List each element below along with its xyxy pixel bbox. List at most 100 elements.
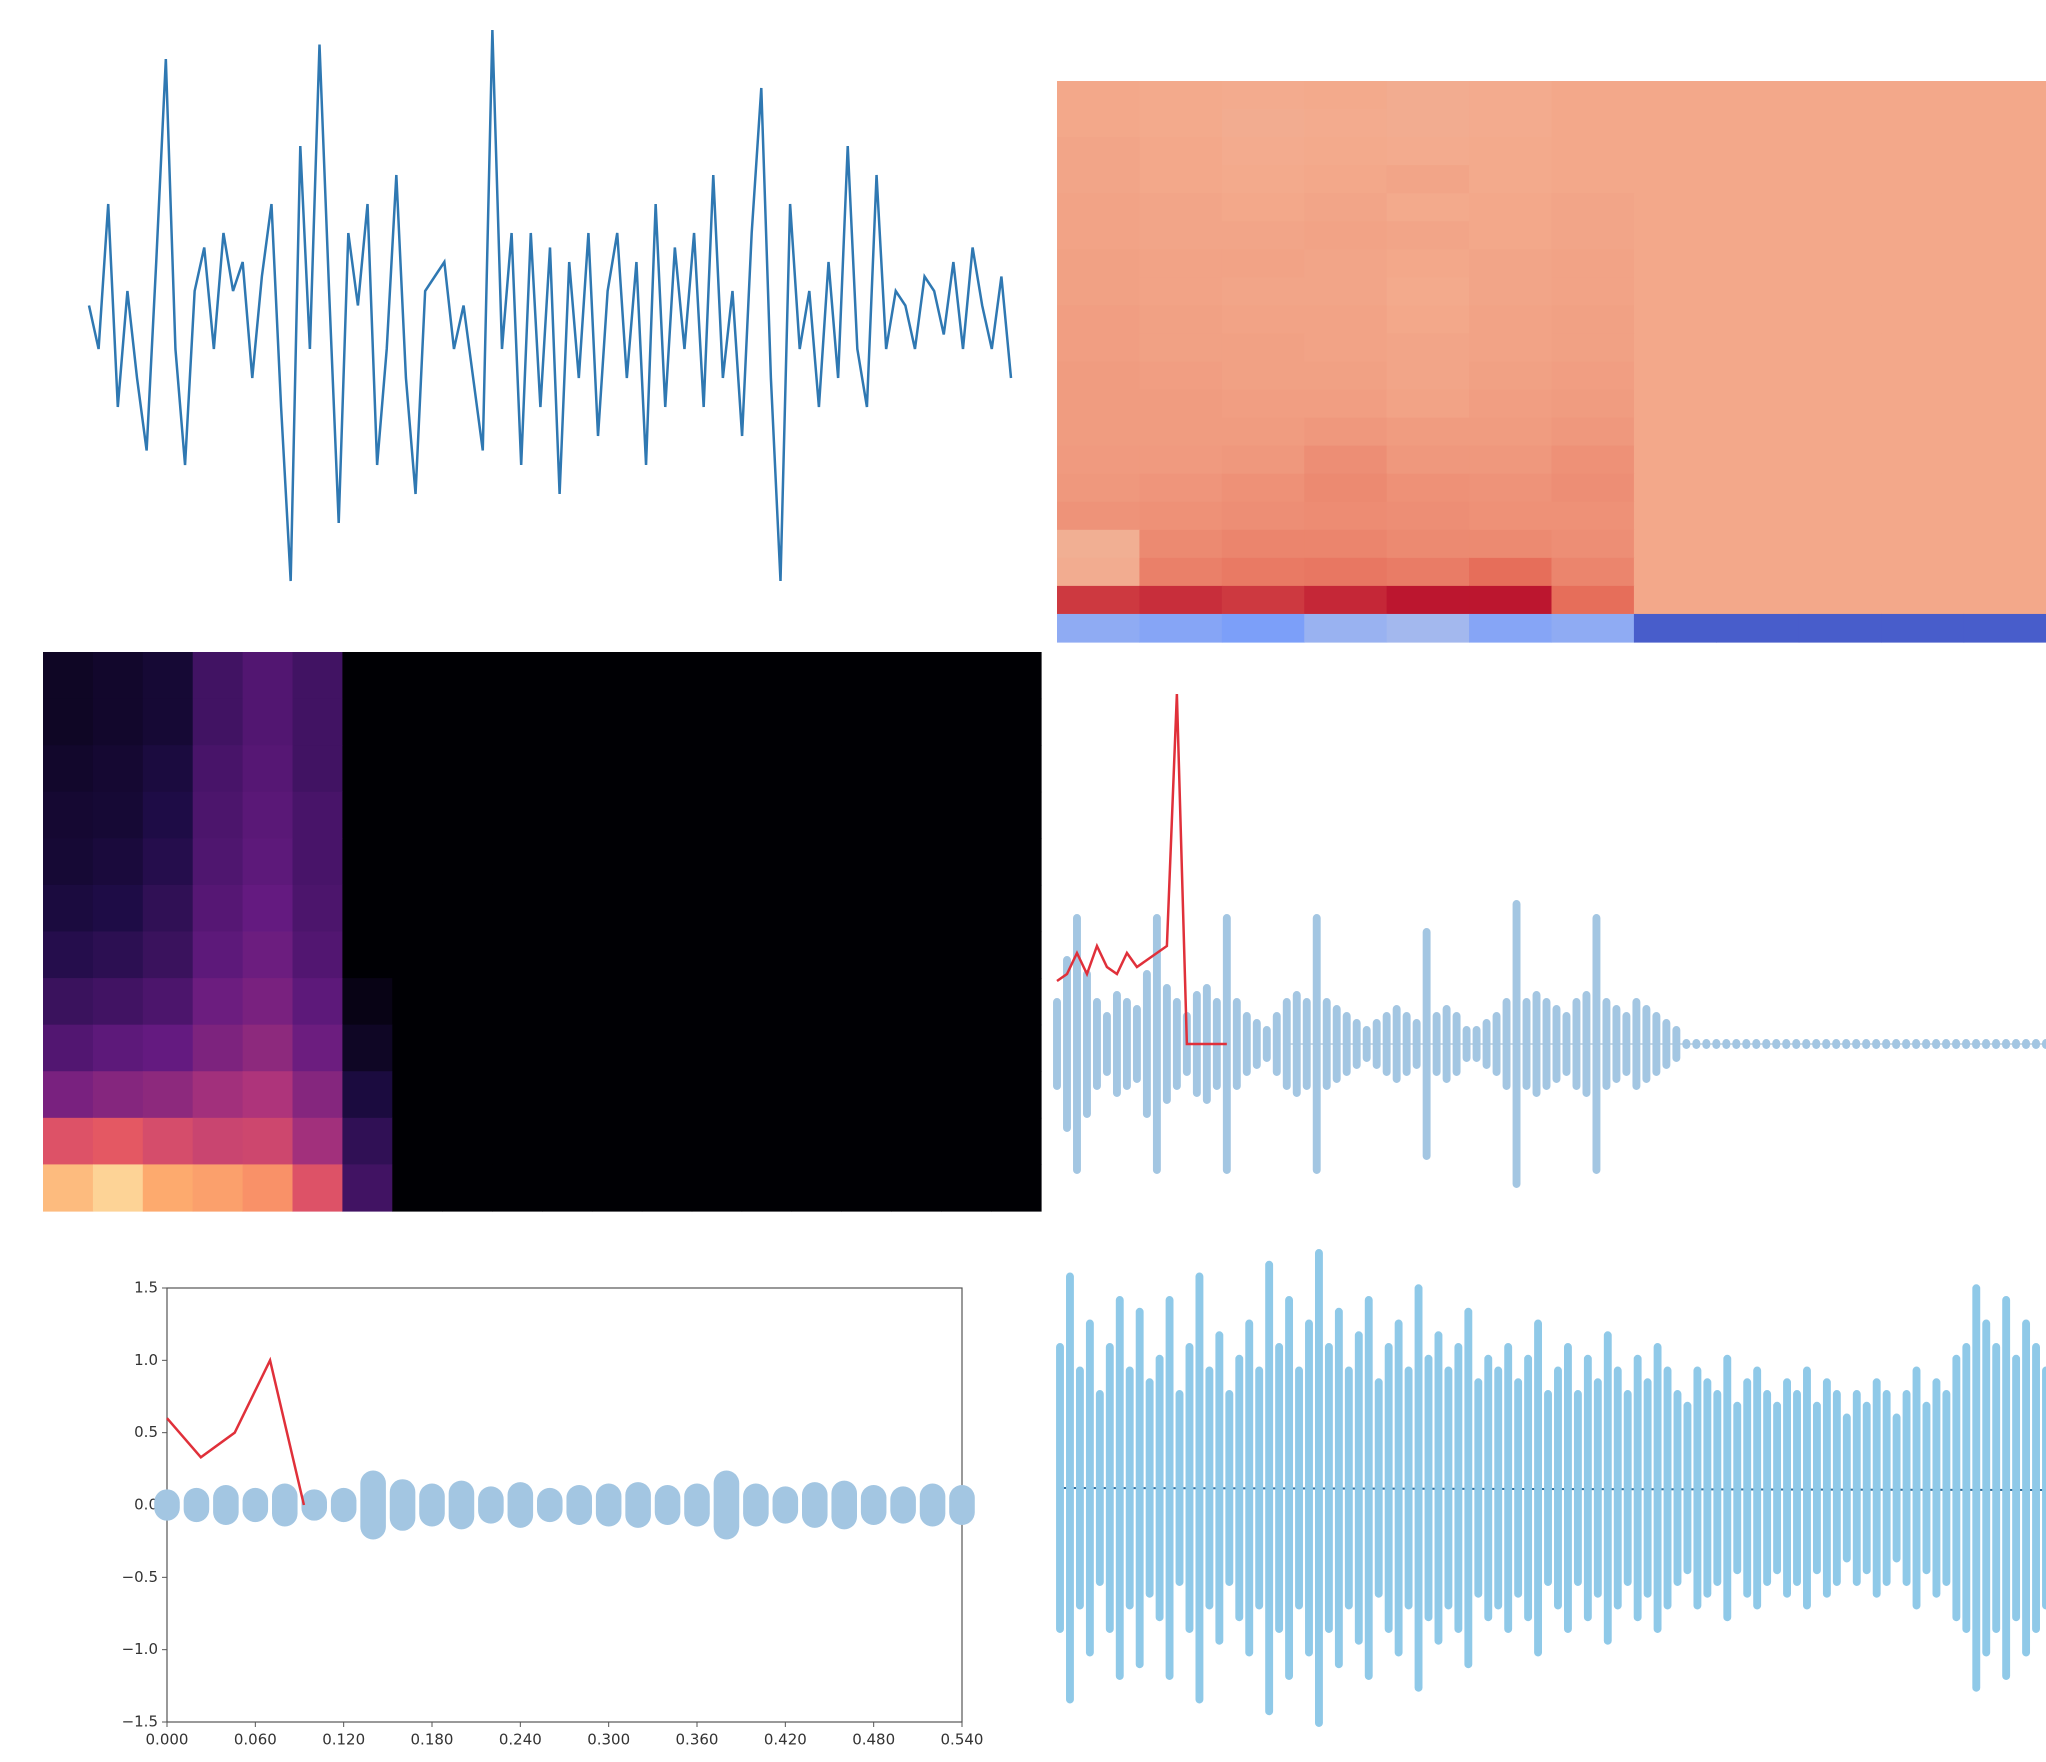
heatmap-cell <box>841 1118 892 1165</box>
heatmap-cell <box>43 652 94 699</box>
heatmap-cell <box>1881 418 1964 447</box>
heatmap-cell <box>293 1071 344 1118</box>
heatmap-cell <box>642 885 693 932</box>
heatmap-cell <box>1552 193 1635 222</box>
heatmap-cell <box>1799 305 1882 334</box>
heatmap-cell <box>392 1118 443 1165</box>
heatmap-cell <box>193 745 244 792</box>
x-tick-label: 0.480 <box>852 1731 895 1749</box>
heatmap-cell <box>991 978 1042 1025</box>
heatmap-cell <box>293 745 344 792</box>
heatmap-cell <box>1387 249 1470 278</box>
heatmap-cell <box>193 1071 244 1118</box>
heatmap-cell <box>243 1071 294 1118</box>
heatmap-cell <box>1552 418 1635 447</box>
heatmap-cell <box>1304 109 1387 138</box>
heatmap-cell <box>243 1164 294 1211</box>
heatmap-cell <box>891 652 942 699</box>
heatmap-cell <box>1387 165 1470 194</box>
heatmap-cell <box>392 1025 443 1072</box>
heatmap-cell <box>1387 502 1470 531</box>
heatmap-cell <box>1799 109 1882 138</box>
heatmap-cell <box>1139 109 1222 138</box>
heatmap-cell <box>1469 474 1552 503</box>
heatmap-cell <box>1552 362 1635 391</box>
heatmap-cell <box>43 792 94 839</box>
heatmap-cell <box>492 978 542 1025</box>
heatmap-cell <box>1716 333 1799 362</box>
heatmap-cell <box>1964 530 2046 559</box>
heatmap-cell <box>692 1164 743 1211</box>
heatmap-cell <box>293 1164 344 1211</box>
heatmap-cell <box>1881 333 1964 362</box>
heatmap-cell <box>891 932 942 979</box>
heatmap-cell <box>1387 446 1470 475</box>
heatmap-cell <box>1964 586 2046 615</box>
heatmap-cell <box>342 1025 393 1072</box>
heatmap-cell <box>792 932 843 979</box>
heatmap-cell <box>1387 530 1470 559</box>
heatmap-cell <box>792 792 843 839</box>
heatmap-cell <box>841 652 892 699</box>
heatmap-cell <box>143 745 194 792</box>
heatmap-cell <box>93 745 143 792</box>
heatmap-cell <box>1387 614 1470 643</box>
heatmap-cell <box>1552 81 1635 110</box>
heatmap-cell <box>1799 530 1882 559</box>
heatmap-cell <box>1222 165 1305 194</box>
heatmap-cell <box>1139 586 1222 615</box>
heatmap-cell <box>1057 502 1140 531</box>
heatmap-cell <box>1139 530 1222 559</box>
heatmap-cell <box>93 1071 143 1118</box>
heatmap-cell <box>1304 193 1387 222</box>
heatmap-cell <box>1964 333 2046 362</box>
heatmap-cell <box>1799 586 1882 615</box>
heatmap-cell <box>93 978 143 1025</box>
heatmap-cell <box>143 792 194 839</box>
heatmap-cell <box>1881 586 1964 615</box>
heatmap-cell <box>642 1118 693 1165</box>
heatmap-cell <box>1304 614 1387 643</box>
heatmap-cell <box>1304 277 1387 306</box>
heatmap-cell <box>742 932 793 979</box>
heatmap-cell <box>592 838 643 885</box>
heatmap-cell <box>1634 333 1717 362</box>
heatmap-cell <box>1634 221 1717 250</box>
heatmap-cell <box>43 978 94 1025</box>
heatmap-cell <box>1304 390 1387 419</box>
heatmap-cell <box>642 978 693 1025</box>
heatmap-cell <box>1387 137 1470 166</box>
heatmap-cell <box>492 1164 542 1211</box>
heatmap-cell <box>1469 586 1552 615</box>
heatmap-cell <box>792 1071 843 1118</box>
heatmap-cell <box>1799 446 1882 475</box>
heatmap-cell <box>1552 165 1635 194</box>
heatmap-cell <box>991 838 1042 885</box>
heatmap-cell <box>1964 81 2046 110</box>
heatmap-cell <box>941 932 992 979</box>
heatmap-cell <box>243 792 294 839</box>
heatmap-cell <box>1387 474 1470 503</box>
heatmap-cell <box>1716 81 1799 110</box>
heatmap-cell <box>392 978 443 1025</box>
heatmap-cell <box>642 652 693 699</box>
heatmap-cell <box>642 932 693 979</box>
heatmap-cell <box>93 699 143 746</box>
heatmap-cell <box>93 652 143 699</box>
heatmap-cell <box>991 1025 1042 1072</box>
heatmap-cell <box>1304 305 1387 334</box>
heatmap-cell <box>143 699 194 746</box>
heatmap-cell <box>392 885 443 932</box>
heatmap-cell <box>1387 193 1470 222</box>
heatmap-cell <box>941 1164 992 1211</box>
x-tick-label: 0.000 <box>146 1731 189 1749</box>
heatmap-cell <box>1057 137 1140 166</box>
heatmap-cell <box>1881 165 1964 194</box>
heatmap-cell <box>193 1164 244 1211</box>
heatmap-cell <box>1634 137 1717 166</box>
heatmap-cell <box>792 652 843 699</box>
heatmap-cell <box>43 1025 94 1072</box>
heatmap-cell <box>1469 305 1552 334</box>
heatmap-cell <box>742 699 793 746</box>
heatmap-cell <box>1057 614 1140 643</box>
